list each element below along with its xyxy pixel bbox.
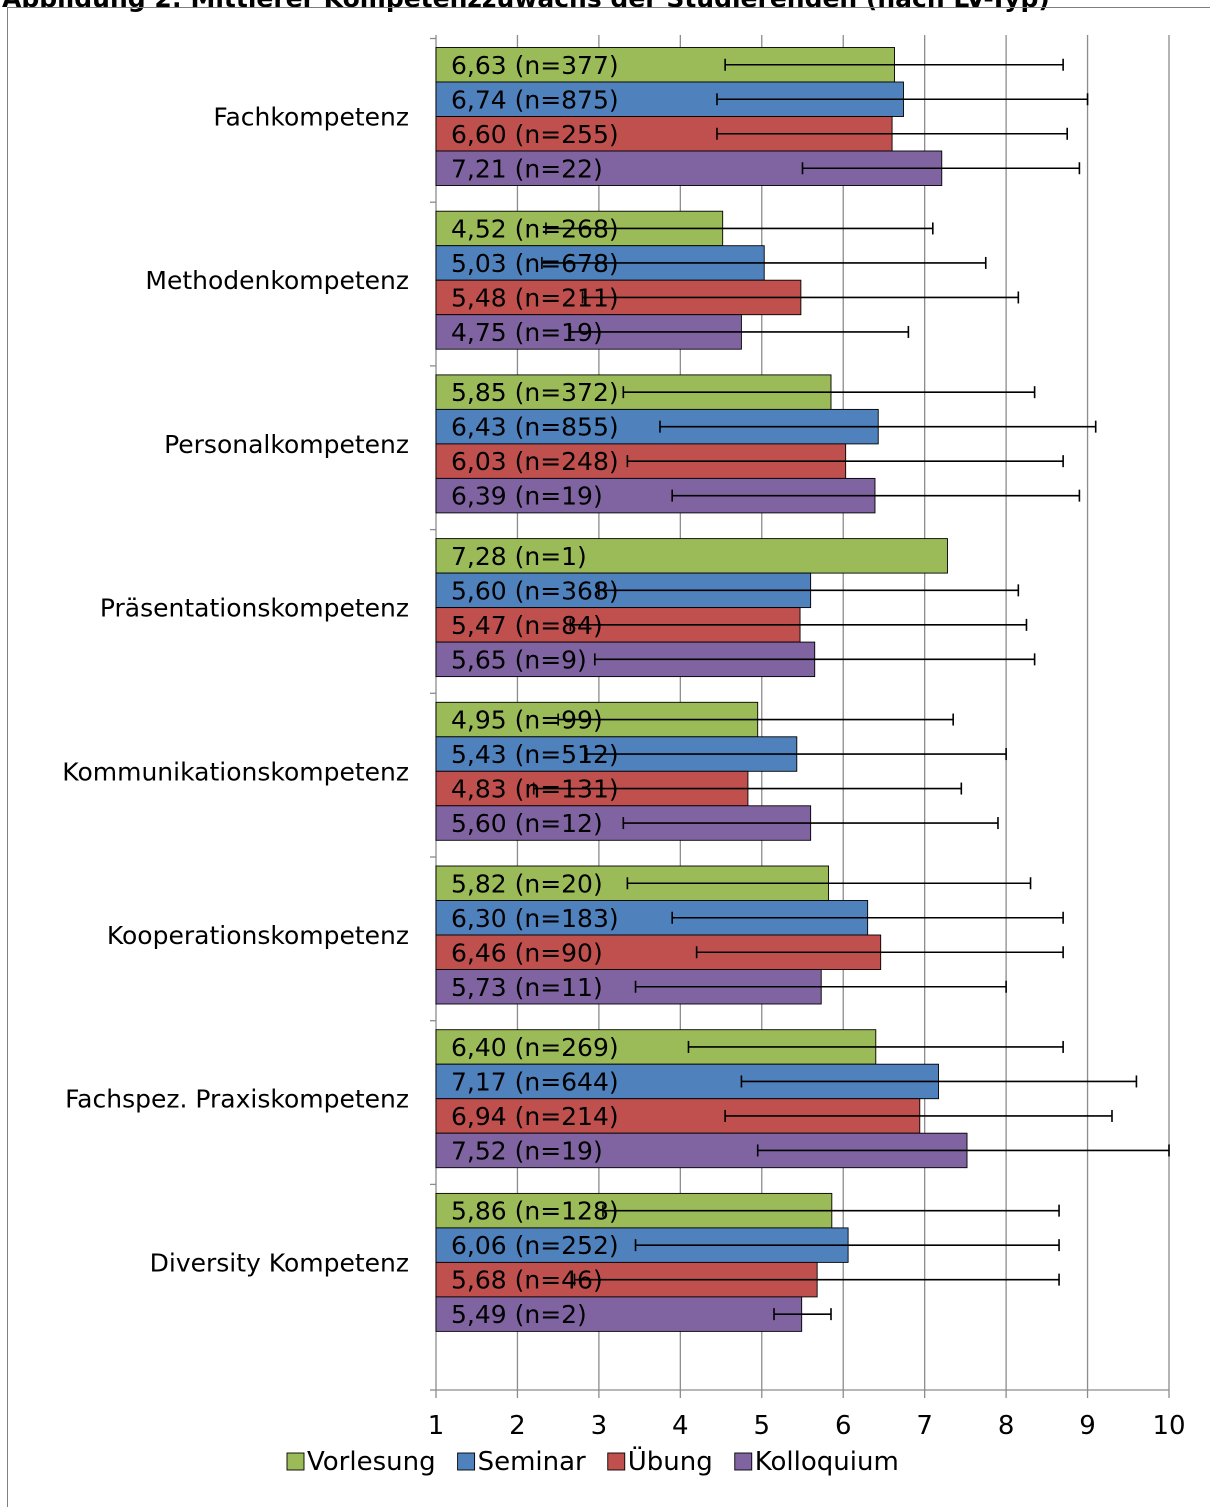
x-tick-label: 6	[835, 1411, 852, 1441]
bar-data-label: 6,40 (n=269)	[451, 1033, 619, 1062]
bar-data-label: 6,63 (n=377)	[451, 51, 619, 80]
bar-data-label: 6,43 (n=855)	[451, 413, 619, 442]
category-label-fachspez-praxiskompetenz: Fachspez. Praxiskompetenz	[65, 1085, 409, 1114]
bar-data-label: 6,46 (n=90)	[451, 938, 603, 967]
bar-data-label: 5,65 (n=9)	[451, 645, 587, 674]
bar-data-label: 6,94 (n=214)	[451, 1102, 619, 1131]
legend: Vorlesung Seminar Übung Kolloquium	[286, 1445, 899, 1477]
bar-data-label: 6,06 (n=252)	[451, 1231, 619, 1260]
bar-data-label: 6,03 (n=248)	[451, 447, 619, 476]
bar-data-label: 6,30 (n=183)	[451, 904, 619, 933]
bar-data-label: 5,82 (n=20)	[451, 869, 603, 898]
bar-data-label: 5,60 (n=368)	[451, 576, 619, 605]
category-label-methodenkompetenz: Methodenkompetenz	[145, 266, 409, 295]
legend-swatch-ubung	[607, 1452, 626, 1471]
category-label-diversity-kompetenz: Diversity Kompetenz	[150, 1248, 409, 1277]
category-label-kooperationskompetenz: Kooperationskompetenz	[107, 921, 409, 950]
legend-label-seminar: Seminar	[478, 1447, 586, 1477]
legend-label-kolloquium: Kolloquium	[755, 1447, 899, 1477]
legend-swatch-kolloquium	[734, 1452, 753, 1471]
bar-data-label: 6,39 (n=19)	[451, 482, 603, 511]
bar-vorlesung-prasentationskompetenz	[435, 538, 948, 574]
bar-data-label: 5,60 (n=12)	[451, 809, 603, 838]
legend-swatch-vorlesung	[286, 1452, 305, 1471]
bar-data-label: 6,60 (n=255)	[451, 120, 619, 149]
category-label-kommunikationskompetenz: Kommunikationskompetenz	[62, 757, 409, 786]
legend-label-vorlesung: Vorlesung	[307, 1447, 436, 1477]
bar-labels: 6,63 (n=377) 6,74 (n=875) 6,60 (n=255) 7,21…	[451, 51, 619, 1329]
category-label-fachkompetenz: Fachkompetenz	[213, 103, 409, 132]
chart-frame	[7, 7, 1210, 1507]
bar-data-label: 5,86 (n=128)	[451, 1197, 619, 1226]
legend-label-ubung: Übung	[628, 1445, 713, 1477]
x-tick-label: 2	[509, 1411, 526, 1441]
chart-title: Abbildung 2: Mittlerer Kompetenzzuwachs …	[2, 0, 1208, 14]
bar-data-label: 7,17 (n=644)	[451, 1067, 619, 1096]
category-label-prasentationskompetenz: Präsentationskompetenz	[100, 594, 409, 623]
bar-data-label: 6,74 (n=875)	[451, 85, 619, 114]
error-bars	[532, 58, 1170, 1321]
bar-data-label: 7,21 (n=22)	[451, 154, 603, 183]
category-labels: Fachkompetenz Methodenkompetenz Personalko…	[62, 103, 409, 1278]
x-axis-ticks: 1 2 3 4 5 6 7 8 9 10	[428, 1411, 1186, 1441]
x-tick-label: 10	[1152, 1411, 1185, 1441]
x-tick-label: 8	[998, 1411, 1015, 1441]
x-tick-label: 5	[754, 1411, 771, 1441]
bar-data-label: 5,85 (n=372)	[451, 378, 619, 407]
bar-data-label: 5,73 (n=11)	[451, 973, 603, 1002]
x-tick-label: 1	[428, 1411, 445, 1441]
x-tick-label: 7	[916, 1411, 933, 1441]
x-tick-label: 4	[672, 1411, 689, 1441]
bar-kolloquium-diversity-kompetenz	[435, 1296, 803, 1332]
legend-swatch-seminar	[457, 1452, 476, 1471]
x-tick-label: 3	[591, 1411, 608, 1441]
bar-data-label: 5,49 (n=2)	[451, 1300, 587, 1329]
bar-data-label: 7,52 (n=19)	[451, 1136, 603, 1165]
category-label-personalkompetenz: Personalkompetenz	[164, 430, 409, 459]
x-tick-label: 9	[1079, 1411, 1096, 1441]
bar-data-label: 7,28 (n=1)	[451, 542, 587, 571]
